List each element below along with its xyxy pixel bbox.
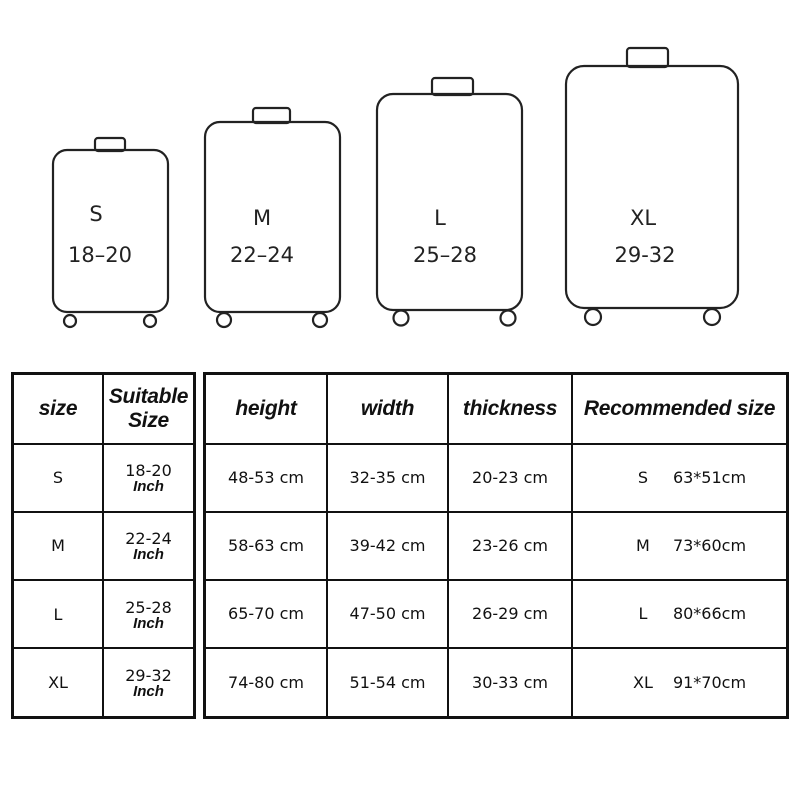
rec-dim: 91*70cm: [672, 672, 747, 692]
header-recommended-size: Recommended size: [571, 372, 789, 445]
rec-size: XL: [633, 672, 653, 692]
size-cell: M: [11, 510, 104, 582]
range-value: 18-20: [125, 461, 172, 481]
height-cell: 48-53 cm: [203, 442, 328, 513]
suitcase-xl-icon: [564, 46, 740, 327]
thickness-cell: 30-33 cm: [447, 646, 573, 719]
table-row: M 22-24 Inch: [11, 510, 196, 582]
recommended-cell: M 73*60cm: [571, 510, 789, 581]
size-table: size Suitable Size S 18-20 Inch M 22-24 Inch …: [11, 372, 196, 719]
unit-label: Inch: [133, 478, 164, 496]
header-suitable-size: Suitable Size: [102, 372, 196, 445]
range-value: 25-28: [125, 597, 172, 617]
table-row: 74-80 cm 51-54 cm 30-33 cm XL 91*70cm: [203, 646, 789, 719]
header-line: Size: [128, 408, 169, 432]
suitcase-l-size: L: [434, 206, 446, 230]
suitcase-illustrations: [51, 46, 740, 329]
table-row: 48-53 cm 32-35 cm 20-23 cm S 63*51cm: [203, 442, 789, 513]
table-row: S 18-20 Inch: [11, 442, 196, 513]
suitcase-m-range: 22–24: [230, 243, 294, 267]
width-cell: 32-35 cm: [326, 442, 449, 513]
header-line: Suitable: [108, 384, 189, 408]
rec-size: L: [638, 604, 648, 624]
size-cell: S: [11, 442, 104, 513]
range-cell: 22-24 Inch: [102, 510, 196, 582]
height-cell: 65-70 cm: [203, 578, 328, 649]
suitcase-m-size: M: [252, 206, 272, 230]
rec-size: M: [636, 536, 650, 556]
rec-dim: 80*66cm: [672, 604, 747, 624]
header-width: width: [326, 372, 449, 445]
unit-label: Inch: [133, 546, 164, 564]
height-cell: 74-80 cm: [203, 646, 328, 719]
suitcase-m-icon: [203, 106, 342, 329]
suitcase-s-range: 18–20: [68, 243, 132, 267]
range-cell: 18-20 Inch: [102, 442, 196, 513]
suitcase-l-icon: [375, 76, 524, 327]
recommended-cell: S 63*51cm: [571, 442, 789, 513]
thickness-cell: 23-26 cm: [447, 510, 573, 581]
suitcase-xl-range: 29-32: [614, 243, 676, 267]
recommended-cell: L 80*66cm: [571, 578, 789, 649]
rec-dim: 73*60cm: [672, 536, 747, 556]
size-cell: XL: [11, 647, 104, 719]
width-cell: 47-50 cm: [326, 578, 449, 649]
suitcase-l-range: 25–28: [413, 243, 477, 267]
header-height: height: [203, 372, 328, 445]
suitcase-xl-size: XL: [629, 206, 657, 230]
suitcase-s-size: S: [89, 202, 103, 226]
height-cell: 58-63 cm: [203, 510, 328, 581]
table-row: 58-63 cm 39-42 cm 23-26 cm M 73*60cm: [203, 510, 789, 581]
range-value: 29-32: [125, 666, 172, 686]
size-cell: L: [11, 578, 104, 650]
unit-label: Inch: [133, 614, 164, 632]
rec-size: S: [637, 468, 649, 488]
unit-label: Inch: [133, 683, 164, 701]
suitcase-s-icon: [51, 136, 170, 329]
recommended-cell: XL 91*70cm: [571, 646, 789, 719]
range-cell: 29-32 Inch: [102, 647, 196, 719]
thickness-cell: 20-23 cm: [447, 442, 573, 513]
table-row: 65-70 cm 47-50 cm 26-29 cm L 80*66cm: [203, 578, 789, 649]
rec-dim: 63*51cm: [672, 468, 747, 488]
dimensions-table: height width thickness Recommended size …: [203, 372, 789, 719]
range-value: 22-24: [125, 529, 172, 549]
table-row: XL 29-32 Inch: [11, 647, 196, 719]
table-row: L 25-28 Inch: [11, 578, 196, 650]
width-cell: 51-54 cm: [326, 646, 449, 719]
header-thickness: thickness: [447, 372, 573, 445]
width-cell: 39-42 cm: [326, 510, 449, 581]
thickness-cell: 26-29 cm: [447, 578, 573, 649]
range-cell: 25-28 Inch: [102, 578, 196, 650]
header-size: size: [11, 372, 104, 445]
